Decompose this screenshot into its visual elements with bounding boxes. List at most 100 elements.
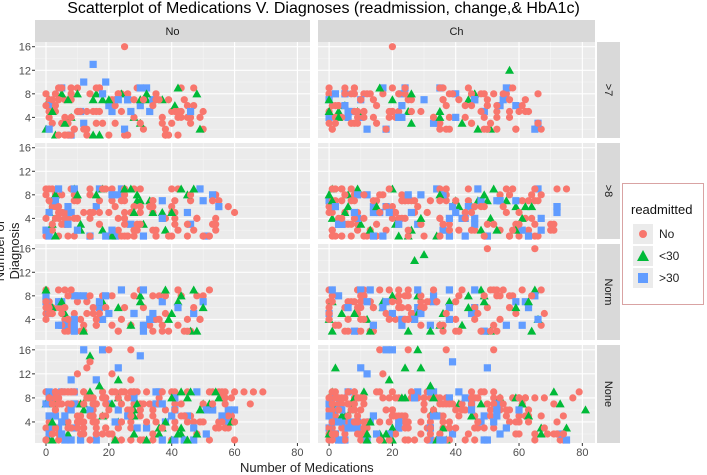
point-gt30 <box>398 102 406 110</box>
point-gt30 <box>429 292 438 300</box>
point-no <box>80 424 88 432</box>
y-tick-label: 4 <box>25 314 31 326</box>
point-no <box>48 400 56 408</box>
point-no <box>531 185 539 193</box>
point-no <box>480 113 488 121</box>
point-gt30 <box>524 304 533 312</box>
point-no <box>553 418 561 426</box>
point-gt30 <box>95 304 104 312</box>
point-no <box>559 430 567 438</box>
point-lt30 <box>195 124 205 133</box>
point-lt30 <box>334 112 344 121</box>
facet-strip-label: Ch <box>449 26 463 38</box>
point-no <box>360 232 368 240</box>
point-lt30 <box>454 202 464 211</box>
point-no <box>161 125 170 133</box>
point-no <box>215 424 223 432</box>
point-no <box>42 424 50 432</box>
point-no <box>391 208 400 217</box>
point-lt30 <box>353 184 363 193</box>
point-no <box>341 90 349 98</box>
point-no <box>67 286 75 294</box>
legend-key-lt30 <box>633 246 653 266</box>
point-lt30 <box>438 423 448 432</box>
point-no <box>67 90 75 98</box>
point-no <box>467 226 476 234</box>
y-tick-label: 8 <box>25 190 31 202</box>
point-no <box>180 96 188 104</box>
x-tick-label: 40 <box>450 447 462 459</box>
point-no <box>92 315 100 323</box>
point-gt30 <box>534 315 542 323</box>
point-gt30 <box>429 119 438 127</box>
point-no <box>455 292 463 300</box>
point-lt30 <box>98 225 108 234</box>
point-no <box>350 400 359 408</box>
point-no <box>455 226 463 234</box>
point-no <box>347 90 355 98</box>
facet-strip-col <box>35 20 310 42</box>
point-gt30 <box>445 394 453 402</box>
x-tick-label: 60 <box>513 447 525 459</box>
point-no <box>158 327 166 335</box>
point-lt30 <box>186 387 196 396</box>
point-gt30 <box>502 424 510 432</box>
point-gt30 <box>350 208 359 217</box>
point-no <box>452 197 460 205</box>
point-no <box>404 226 412 234</box>
point-no <box>155 292 163 300</box>
point-no <box>120 191 129 199</box>
point-no <box>42 90 50 98</box>
point-no <box>388 84 396 92</box>
point-no <box>95 220 104 228</box>
point-lt30 <box>435 106 445 115</box>
point-no <box>64 418 72 426</box>
point-no <box>183 315 192 323</box>
point-gt30 <box>42 400 50 408</box>
point-lt30 <box>110 435 120 444</box>
legend-key-gt30 <box>633 268 653 288</box>
point-no <box>120 304 129 312</box>
point-gt30 <box>521 298 529 306</box>
point-lt30 <box>176 291 186 300</box>
point-gt30 <box>108 107 116 116</box>
point-no <box>505 292 514 300</box>
point-no <box>83 298 91 306</box>
point-gt30 <box>190 436 198 444</box>
point-no <box>382 203 390 211</box>
point-gt30 <box>130 309 138 318</box>
point-gt30 <box>67 436 75 444</box>
point-no <box>486 406 495 414</box>
point-no <box>183 220 192 228</box>
point-no <box>105 131 113 139</box>
point-no <box>442 346 450 354</box>
point-no <box>360 400 368 408</box>
y-tick-label: 8 <box>25 89 31 101</box>
point-no <box>86 412 94 420</box>
point-gt30 <box>483 364 491 372</box>
point-no <box>83 107 91 116</box>
point-gt30 <box>114 364 122 372</box>
point-no <box>569 394 577 402</box>
point-no <box>136 436 144 444</box>
point-gt30 <box>452 208 460 217</box>
point-no <box>70 232 78 240</box>
point-lt30 <box>91 89 101 98</box>
point-gt30 <box>483 436 491 444</box>
point-no <box>227 394 236 402</box>
legend-label-gt30: >30 <box>659 271 680 285</box>
point-no <box>404 286 412 294</box>
point-no <box>445 226 453 234</box>
point-lt30 <box>473 124 483 133</box>
point-no <box>515 232 523 240</box>
point-no <box>455 96 463 104</box>
point-no <box>350 107 359 116</box>
point-lt30 <box>511 303 521 312</box>
point-no <box>152 90 160 98</box>
y-axis-label: Number of Diagnosis <box>0 220 22 282</box>
point-no <box>509 226 517 234</box>
point-no <box>161 131 170 139</box>
point-no <box>158 424 166 432</box>
point-no <box>524 406 533 414</box>
point-no <box>376 436 384 444</box>
